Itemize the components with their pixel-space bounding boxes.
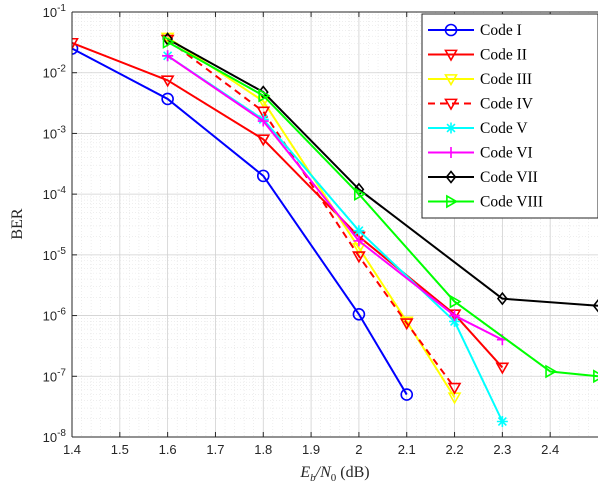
x-tick-label: 2.1 [398, 442, 416, 457]
data-point-code-viii [593, 369, 598, 384]
x-tick-label: 2.4 [541, 442, 559, 457]
legend-marker-code-iv [444, 98, 458, 111]
x-tick-label: 2 [355, 442, 362, 457]
y-tick-label: 10-6 [43, 307, 67, 324]
data-point-code-viii [258, 88, 271, 103]
data-point-code-vii [592, 298, 598, 313]
y-tick-label: 10-7 [43, 367, 67, 384]
legend-entry-code-vi: Code VI [428, 145, 533, 162]
data-point-code-ii [495, 362, 510, 375]
legend-label-code-iv: Code IV [480, 96, 534, 113]
x-tick-label: 2.2 [446, 442, 464, 457]
data-point-code-i [352, 307, 366, 321]
series-line-code-i [72, 47, 408, 396]
data-point-code-iv [447, 382, 462, 395]
x-axis-label-sep: /N [315, 464, 332, 481]
legend-entry-code-vii: Code VII [428, 169, 538, 186]
x-tick-label: 1.5 [111, 442, 129, 457]
legend-label-code-v: Code V [480, 120, 528, 137]
data-point-code-ii [160, 75, 175, 88]
y-tick-label: 10-8 [43, 428, 67, 445]
data-point-code-v [496, 416, 508, 428]
data-point-code-vii [496, 291, 508, 306]
series-code-viii [162, 35, 598, 384]
x-tick-label: 1.4 [63, 442, 81, 457]
y-tick-label: 10-2 [43, 64, 67, 81]
legend-marker-code-iii [444, 74, 458, 87]
data-point-code-i [161, 92, 174, 106]
data-point-code-v [449, 315, 461, 327]
data-point-code-i [72, 42, 79, 55]
legend-marker-code-vii [445, 170, 457, 184]
x-tick-label: 1.7 [206, 442, 224, 457]
data-point-code-viii [545, 364, 558, 379]
data-point-code-ii [256, 134, 271, 147]
y-tick-label: 10-3 [43, 124, 67, 141]
data-point-code-v [353, 225, 365, 237]
data-point-code-iv [399, 318, 414, 331]
series-line-code-iii [167, 36, 456, 398]
legend-marker-code-i [444, 23, 458, 37]
legend-label-code-i: Code I [480, 22, 522, 39]
y-tick-label: 10-4 [43, 185, 67, 202]
y-tick-label: 10-1 [43, 3, 67, 20]
legend-label-code-ii: Code II [480, 47, 527, 64]
legend-entry-code-i: Code I [428, 22, 522, 39]
x-tick-labels: 1.4 1.5 1.6 1.7 1.8 1.9 2 2.1 2.2 2.3 2.4 [63, 442, 559, 457]
data-point-code-i [256, 169, 270, 183]
legend-entry-code-viii: Code VIII [428, 194, 543, 211]
x-axis-label-unit: (dB) [336, 464, 369, 481]
series-line-code-vii [167, 38, 598, 307]
x-axis-label: Eb/N0 (dB) [299, 464, 369, 484]
series-code-i [72, 42, 414, 401]
legend-entry-code-v: Code V [428, 120, 528, 137]
legend-marker-code-ii [444, 49, 458, 62]
data-point-code-iv [352, 251, 366, 264]
legend-entry-code-iii: Code III [428, 71, 532, 88]
legend-entry-code-iv: Code IV [428, 96, 534, 113]
x-tick-label: 1.9 [302, 442, 320, 457]
legend-label-code-viii: Code VIII [480, 194, 543, 211]
legend-marker-code-viii [446, 194, 459, 209]
data-point-code-vi [449, 310, 461, 322]
legend-label-code-iii: Code III [480, 71, 532, 88]
x-axis-label-den-sub: 0 [331, 472, 337, 484]
data-point-code-iv [256, 106, 271, 119]
legend-label-code-vi: Code VI [480, 145, 533, 162]
data-point-code-vi [162, 50, 174, 62]
series-line-code-viii [167, 41, 598, 378]
data-point-code-vi [353, 235, 365, 247]
data-point-code-viii [353, 187, 367, 202]
data-point-code-vi [257, 115, 269, 127]
data-point-code-ii [72, 37, 79, 50]
y-axis-label: BER [9, 208, 26, 239]
y-tick-label: 10-5 [43, 246, 67, 263]
axes [71, 11, 598, 438]
y-tick-labels: 10-8 10-7 10-6 10-5 10-4 10-3 10-2 10-1 [43, 3, 67, 445]
data-point-code-viii [162, 35, 175, 49]
legend: Code I Code II Code III Code IV Code V Code V… [421, 13, 598, 219]
legend-marker-code-vi [445, 147, 457, 158]
legend-label-code-vii: Code VII [480, 169, 538, 186]
x-axis-label-num-sub: b [310, 472, 316, 484]
series-code-vi [162, 50, 508, 346]
x-tick-label: 1.6 [159, 442, 177, 457]
x-axis-label-base: E [299, 464, 310, 481]
data-point-code-viii [449, 294, 462, 309]
data-point-code-iii [399, 316, 414, 329]
series-layer [72, 32, 598, 428]
legend-box [421, 13, 598, 219]
x-tick-label: 2.3 [493, 442, 511, 457]
data-point-code-i [400, 388, 414, 401]
x-tick-label: 1.8 [254, 442, 272, 457]
series-line-code-iv [167, 38, 456, 389]
legend-entry-code-ii: Code II [428, 47, 527, 64]
series-line-code-ii [72, 41, 504, 369]
legend-marker-code-v [445, 122, 457, 134]
